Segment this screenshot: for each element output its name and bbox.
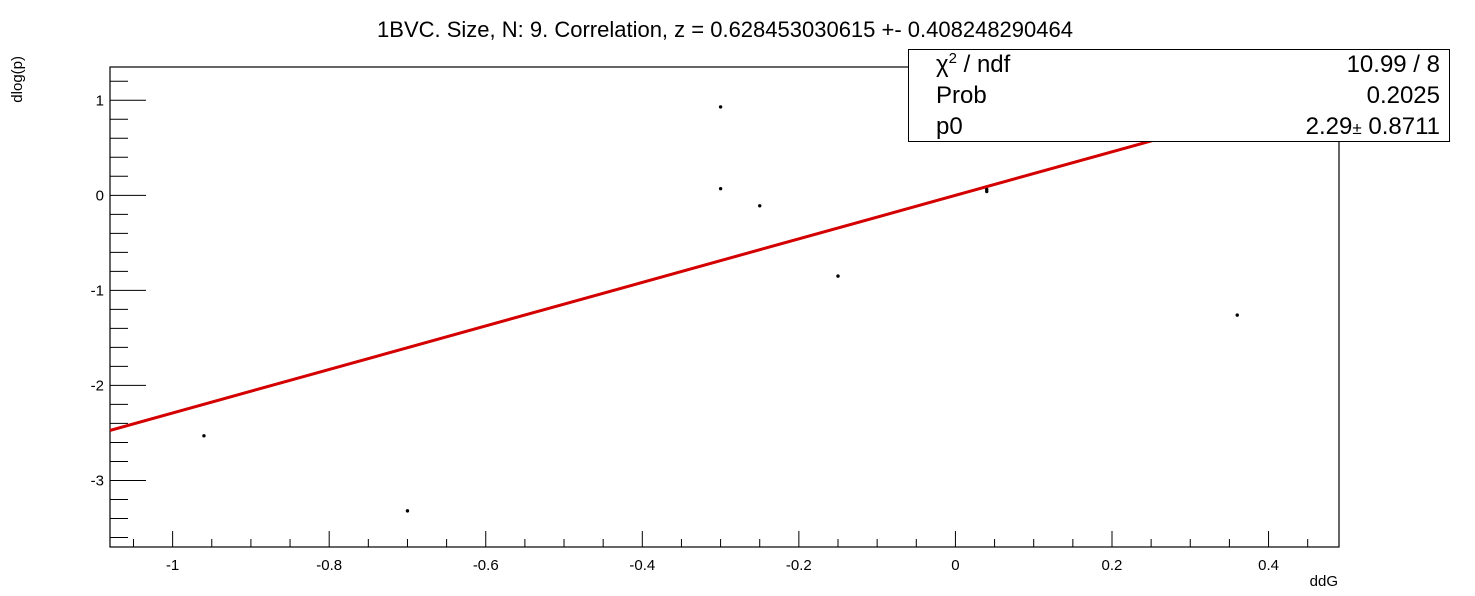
y-tick-label: -1 <box>91 282 104 299</box>
x-tick-label: 0 <box>951 557 959 574</box>
data-point <box>718 105 723 109</box>
chi-superscript: 2 <box>948 50 957 67</box>
chi2-row: χ2 / ndf 10.99 / 8 <box>909 50 1449 81</box>
data-point <box>405 509 410 513</box>
data-point <box>985 187 989 192</box>
y-tick-label: 1 <box>96 92 104 109</box>
fit-line <box>109 89 1332 432</box>
chi2-label: χ2 / ndf <box>936 51 1010 79</box>
y-tick-label: -3 <box>91 472 104 489</box>
x-tick-label: 0.4 <box>1258 557 1279 574</box>
x-tick-label: -0.6 <box>473 557 499 574</box>
data-point <box>718 186 723 191</box>
p0-label: p0 <box>936 113 963 140</box>
prob-label: Prob <box>936 82 987 109</box>
x-tick-label: -1 <box>166 557 179 574</box>
x-tick-label: -0.2 <box>786 557 812 574</box>
y-axis-label: dlog(p) <box>9 56 26 103</box>
data-point <box>758 204 762 208</box>
plot-frame <box>109 66 1340 548</box>
x-tick-label: -0.8 <box>316 557 342 574</box>
prob-row: Prob 0.2025 <box>909 81 1449 112</box>
data-point <box>202 434 206 438</box>
p0-row: p0 2.29± 0.8711 <box>909 112 1449 143</box>
data-points <box>202 105 1239 513</box>
ndf-label: / ndf <box>963 51 1011 78</box>
x-tick-label: 0.2 <box>1102 557 1123 574</box>
p0-estimate: 2.29 <box>1305 113 1353 140</box>
axis-ticks <box>110 80 1309 547</box>
plus-minus-symbol: ± <box>1352 119 1362 138</box>
fit-stats-box: χ2 / ndf 10.99 / 8 Prob 0.2025 p0 2.29± … <box>908 49 1450 142</box>
prob-value: 0.2025 <box>1366 82 1440 109</box>
p0-error: 0.8711 <box>1368 113 1440 140</box>
chi2-value: 10.99 / 8 <box>1346 51 1440 78</box>
chart-title: 1BVC. Size, N: 9. Correlation, z = 0.628… <box>377 17 1073 42</box>
p0-value: 2.29± 0.8711 <box>1306 113 1440 141</box>
chi-symbol: χ <box>936 51 949 78</box>
data-point <box>836 274 840 278</box>
x-tick-label: -0.4 <box>629 557 655 574</box>
y-tick-label: 0 <box>96 187 104 204</box>
data-point <box>1235 313 1239 317</box>
y-tick-label: -2 <box>91 377 104 394</box>
axis-tick-labels: -1 -0.8 -0.6 -0.4 -0.2 0 0.2 0.4 -3 -2 -1 0 1 <box>91 92 1279 574</box>
fit-line-group <box>109 89 1332 432</box>
x-axis-label: ddG <box>1310 573 1338 590</box>
